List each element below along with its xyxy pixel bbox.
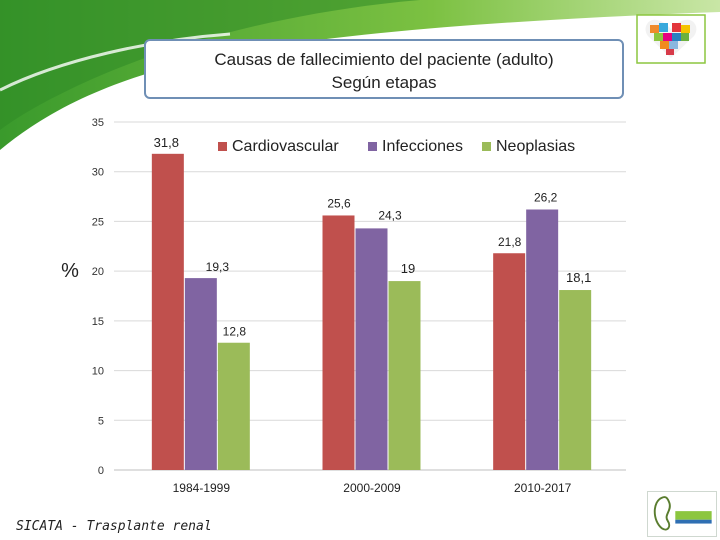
data-label: 21,8 (498, 235, 522, 249)
bar (184, 278, 217, 470)
y-tick-label: 30 (92, 167, 104, 179)
y-tick-label: 35 (92, 117, 104, 129)
x-tick-label: 2000-2009 (343, 481, 401, 495)
x-tick-label: 2010-2017 (514, 481, 572, 495)
bar (151, 153, 184, 470)
chart-subtitle: Según etapas (331, 73, 437, 92)
data-label: 18,1 (566, 270, 591, 285)
heart-mosaic-logo-icon (636, 14, 706, 64)
chart-title: Causas de fallecimiento del paciente (ad… (214, 50, 554, 69)
bar (526, 209, 559, 471)
data-label: 24,3 (378, 208, 402, 222)
bar (559, 290, 592, 470)
legend-label: Neoplasias (496, 138, 575, 155)
data-label: 19 (401, 261, 415, 276)
bar (388, 281, 421, 470)
legend-swatch (482, 142, 491, 151)
legend-label: Cardiovascular (232, 138, 339, 155)
data-label: 12,8 (223, 325, 247, 339)
nefrologia-logo-icon (647, 491, 717, 537)
bar (322, 215, 355, 470)
legend-label: Infecciones (382, 138, 463, 155)
legend-swatch (368, 142, 377, 151)
bar (217, 342, 250, 470)
data-label: 31,8 (154, 135, 179, 150)
data-label: 19,3 (206, 260, 230, 274)
legend-swatch (218, 142, 227, 151)
bar (355, 228, 388, 470)
bar (493, 253, 526, 470)
data-label: 25,6 (327, 196, 351, 210)
source-note: SICATA - Trasplante renal (16, 519, 212, 534)
y-tick-label: 25 (92, 216, 104, 228)
y-tick-label: 10 (92, 366, 104, 378)
y-tick-label: 0 (98, 465, 104, 477)
x-tick-label: 1984-1999 (173, 481, 231, 495)
y-tick-label: 15 (92, 316, 104, 328)
chart-title-box: Causas de fallecimiento del paciente (ad… (144, 39, 624, 99)
y-axis-label: % (61, 260, 79, 282)
y-tick-label: 20 (92, 266, 104, 278)
y-tick-label: 5 (98, 415, 104, 427)
data-label: 26,2 (534, 190, 558, 204)
